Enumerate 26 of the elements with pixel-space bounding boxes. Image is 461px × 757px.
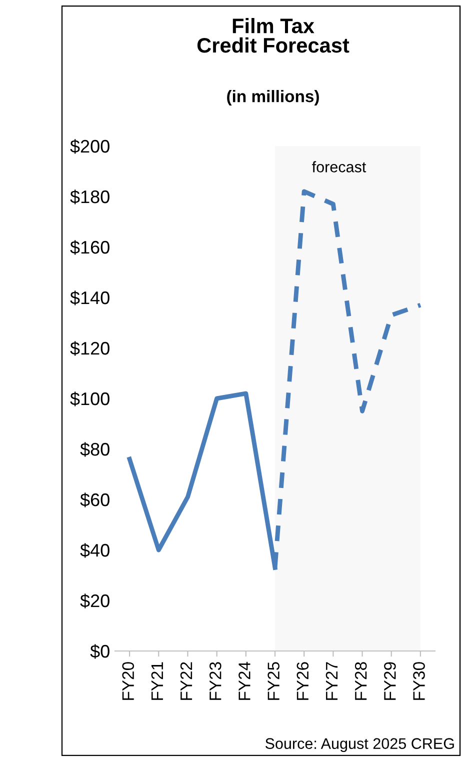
chart-subtitle: (in millions) [227,90,319,106]
source-note: Source: August 2025 CREG [265,738,454,752]
y-tick-label: $40 [80,543,110,558]
x-tick-label: FY28 [354,662,367,700]
y-tick-label: $120 [70,341,110,356]
band-label: forecast [312,161,366,172]
y-tick-label: $60 [80,492,110,508]
y-tick-label: $180 [70,190,110,204]
y-tick-label: $200 [70,139,110,154]
chart-title: Film Tax Credit Forecast [197,18,350,53]
y-tick-label: $20 [80,594,110,608]
x-tick-label: FY23 [209,662,222,700]
x-tick-label: FY21 [151,662,163,700]
y-tick-label: $80 [80,442,110,457]
x-tick-label: FY29 [384,662,396,700]
y-tick-label: $140 [70,290,110,306]
y-tick-label: $160 [70,240,110,255]
x-tick-label: FY30 [413,662,425,700]
x-tick-label: FY25 [268,662,280,700]
x-tick-label: FY24 [238,662,250,700]
x-tick-label: FY20 [122,662,134,700]
x-tick-label: FY22 [180,662,192,700]
x-tick-label: FY26 [296,662,309,700]
y-tick-label: $100 [70,392,110,406]
x-tick-label: FY27 [326,662,338,700]
y-tick-label: $0 [90,644,110,659]
